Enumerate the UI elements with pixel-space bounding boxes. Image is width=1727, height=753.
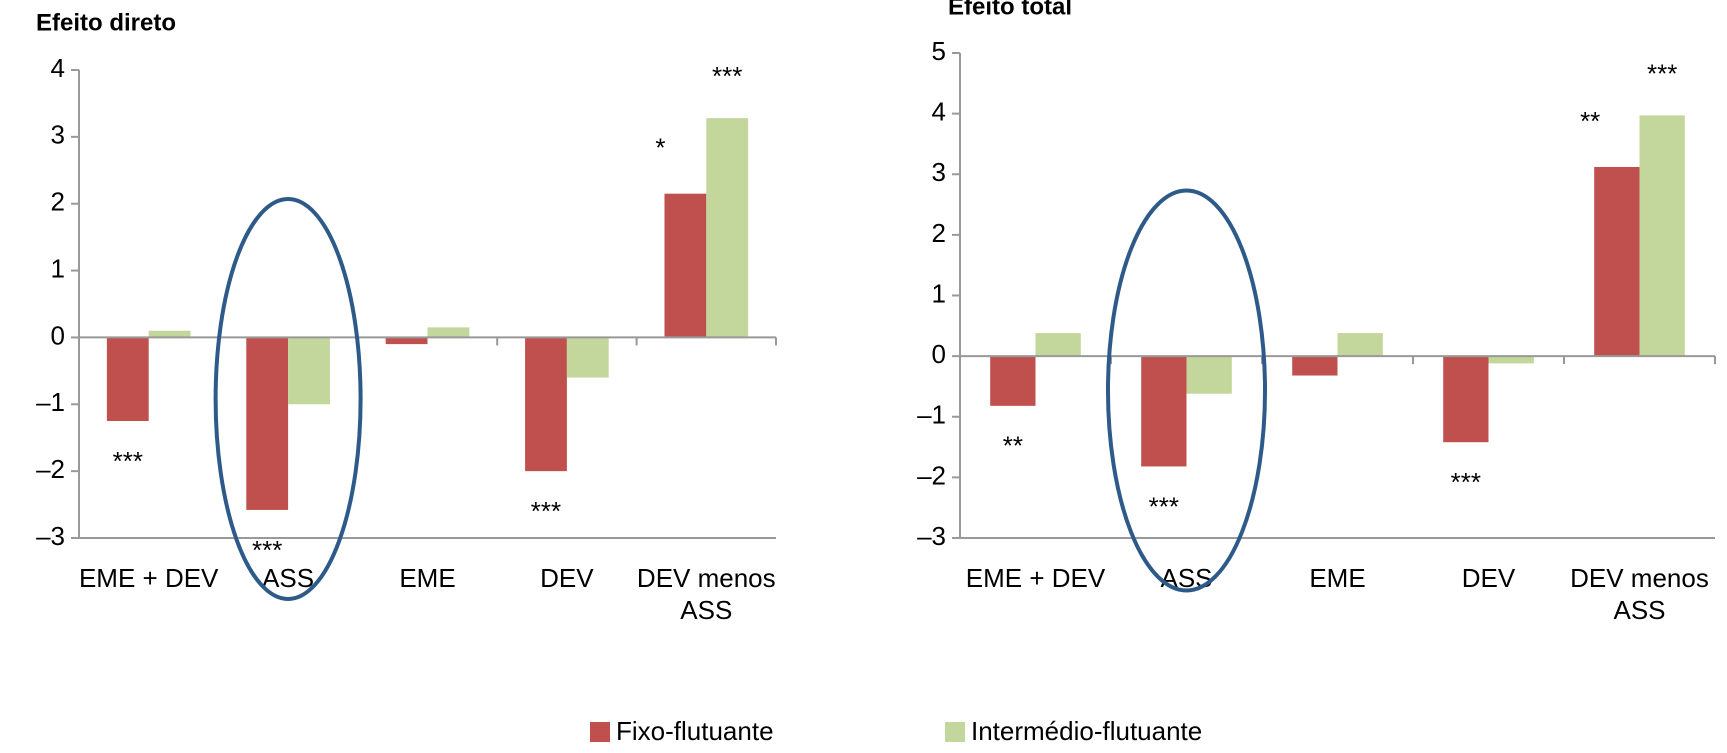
bar — [148, 330, 191, 338]
y-tick-label: 0 — [932, 339, 946, 369]
significance-label: *** — [531, 496, 561, 526]
y-tick-label: 1 — [51, 253, 65, 283]
significance-label: *** — [1149, 491, 1179, 521]
bar — [288, 337, 330, 405]
chart-title: Efeito total — [948, 0, 1072, 20]
bar — [990, 356, 1036, 406]
x-tick-label: ASS — [262, 563, 314, 593]
y-tick-label: 2 — [932, 218, 946, 248]
y-tick-label: –1 — [917, 400, 946, 430]
significance-label: *** — [712, 61, 742, 91]
y-tick-label: –1 — [36, 387, 65, 417]
significance-label: * — [655, 133, 665, 163]
x-tick-label: DEV menos ASS — [1570, 563, 1709, 625]
significance-label: *** — [1451, 467, 1481, 497]
highlight-ellipse — [213, 197, 363, 601]
y-tick-label: –3 — [36, 521, 65, 551]
bar — [1443, 356, 1489, 443]
x-tick-label: DEV — [1462, 563, 1516, 593]
y-tick-label: 5 — [932, 36, 946, 66]
y-tick-label: 0 — [51, 320, 65, 350]
legend-label: Intermédio-flutuante — [971, 716, 1202, 746]
x-tick-label: ASS — [1160, 563, 1212, 593]
bar — [1639, 115, 1685, 357]
y-tick-label: –3 — [917, 521, 946, 551]
significance-label: ** — [1003, 431, 1023, 461]
significance-label: *** — [1647, 58, 1677, 88]
chart-title: Efeito direto — [36, 9, 176, 36]
x-tick-label-line: ASS — [680, 595, 732, 625]
significance-label: *** — [252, 535, 282, 565]
x-tick-label: DEV — [540, 563, 594, 593]
y-tick-label: 1 — [932, 278, 946, 308]
legend-swatch — [590, 722, 610, 742]
bar — [427, 327, 470, 338]
x-tick-label: EME — [1309, 563, 1365, 593]
x-tick-label: EME + DEV — [966, 563, 1106, 593]
bar — [706, 118, 749, 338]
bar — [664, 193, 707, 338]
significance-label: *** — [113, 446, 143, 476]
bar — [385, 337, 428, 345]
x-tick-label-line: DEV menos — [1570, 563, 1709, 593]
y-tick-label: 4 — [51, 53, 65, 83]
legend-label: Fixo-flutuante — [616, 716, 774, 746]
legend-swatch — [945, 722, 965, 742]
highlight-ellipse — [1105, 188, 1268, 593]
bar — [246, 337, 289, 510]
y-tick-label: 4 — [932, 97, 946, 127]
bar — [1337, 333, 1383, 357]
bar — [1035, 333, 1081, 357]
bar — [1594, 166, 1640, 357]
y-tick-label: –2 — [36, 454, 65, 484]
x-tick-label: EME — [399, 563, 455, 593]
x-tick-label: DEV menos ASS — [637, 563, 776, 625]
bar — [1292, 356, 1338, 376]
y-tick-label: 2 — [51, 187, 65, 217]
bar — [1186, 356, 1232, 394]
bar — [106, 337, 149, 421]
y-tick-label: 3 — [51, 120, 65, 150]
bar — [566, 337, 609, 378]
x-tick-label: EME + DEV — [79, 563, 219, 593]
y-tick-label: 3 — [932, 157, 946, 187]
y-tick-label: –2 — [917, 460, 946, 490]
x-tick-label-line: DEV menos — [637, 563, 776, 593]
x-tick-label-line: ASS — [1613, 595, 1665, 625]
significance-label: ** — [1580, 106, 1600, 136]
bar — [1141, 356, 1187, 467]
bar — [525, 337, 567, 472]
bar — [1488, 356, 1534, 364]
